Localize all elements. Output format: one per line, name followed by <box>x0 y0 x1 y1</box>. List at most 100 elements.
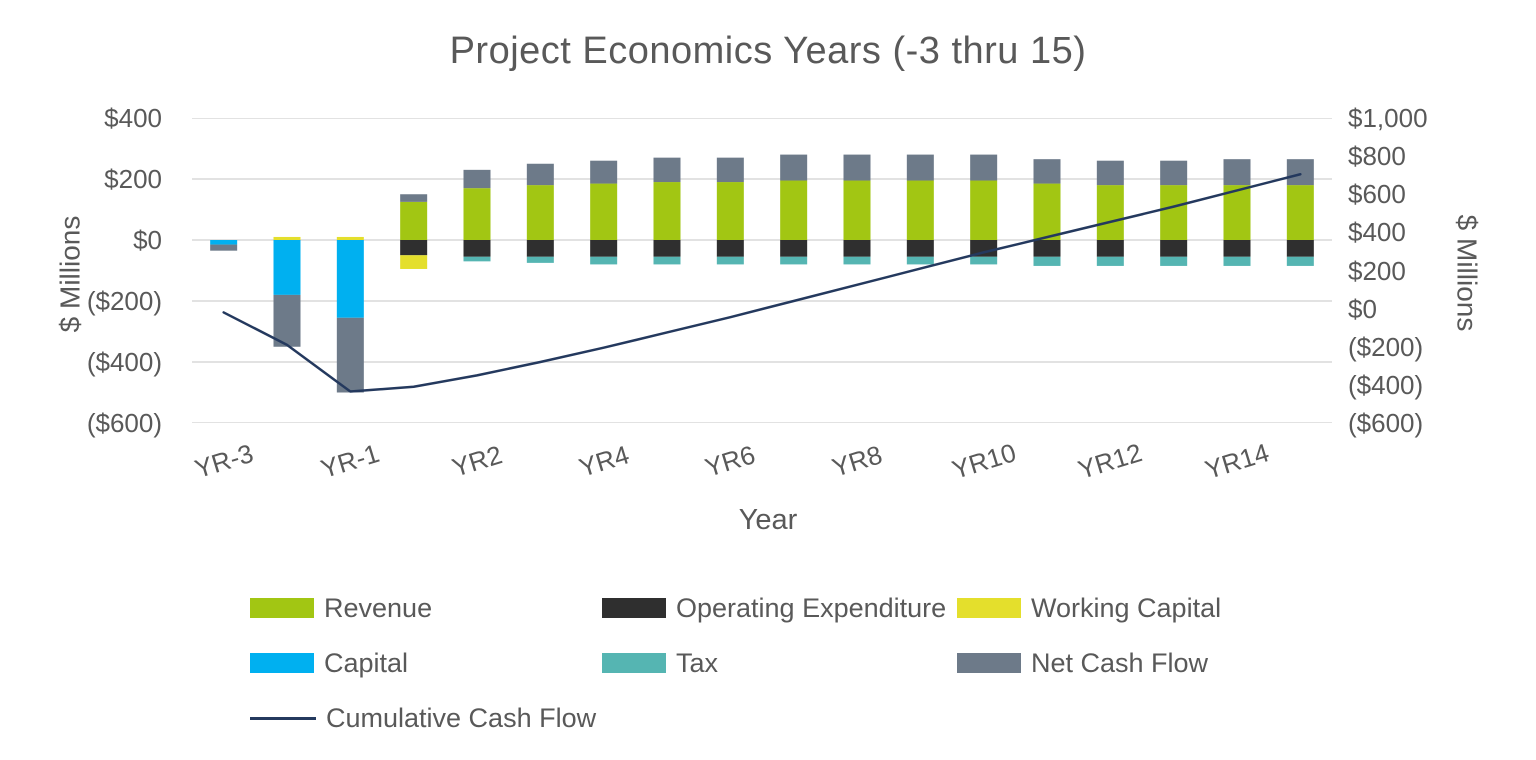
legend-swatch-revenue <box>250 598 314 618</box>
right-axis-tick: $800 <box>1348 141 1406 172</box>
legend-item-operating-expenditure: Operating Expenditure <box>602 592 946 624</box>
bar-segment-revenue <box>526 185 554 240</box>
bar-segment-tax <box>1033 256 1061 266</box>
x-axis-tick: YR14 <box>1201 437 1273 485</box>
legend-label: Working Capital <box>1031 592 1222 623</box>
bar-segment-operating-expenditure <box>780 240 808 257</box>
legend-label: Net Cash Flow <box>1031 647 1209 678</box>
legend-label: Capital <box>324 647 409 678</box>
legend-swatch-capital <box>250 653 314 673</box>
left-axis-tick: ($200) <box>86 286 162 316</box>
bar-segment-tax <box>653 256 681 265</box>
bar-segment-net-cash-flow <box>1223 159 1251 186</box>
bar-segment-net-cash-flow <box>653 157 681 183</box>
left-axis-tick: $400 <box>104 103 162 133</box>
chart-title: Project Economics Years (-3 thru 15) <box>449 30 1087 72</box>
bar-segment-operating-expenditure <box>400 240 428 256</box>
legend-item-working-capital: Working Capital <box>957 592 1221 624</box>
bar-segment-net-cash-flow <box>970 154 998 181</box>
bar-segment-revenue <box>400 201 428 240</box>
right-axis-tick: ($600) <box>1348 408 1424 438</box>
legend-item-tax: Tax <box>602 647 718 679</box>
legend-label: Operating Expenditure <box>676 592 947 623</box>
bar-segment-tax <box>906 256 934 265</box>
bar-segment-tax <box>526 256 554 263</box>
bar-segment-tax <box>1223 256 1251 266</box>
bar-segment-tax <box>780 256 808 265</box>
bar-segment-tax <box>843 256 871 265</box>
bar-segment-net-cash-flow <box>1286 159 1314 186</box>
right-axis-tick: $200 <box>1348 255 1406 286</box>
right-axis-tick: $400 <box>1348 217 1406 248</box>
bar-segment-net-cash-flow <box>526 163 554 186</box>
right-axis-tick: ($400) <box>1348 369 1424 400</box>
bar-segment-net-cash-flow <box>1033 159 1061 184</box>
bar-segment-tax <box>590 256 618 265</box>
bar-segment-operating-expenditure <box>1096 240 1124 257</box>
bar-segment-operating-expenditure <box>1223 240 1251 257</box>
bar-segment-revenue <box>1033 183 1061 240</box>
bar-segment-capital <box>273 240 301 295</box>
bar-segment-tax <box>463 256 491 262</box>
bar-segment-net-cash-flow <box>590 160 618 184</box>
legend-label: Revenue <box>324 592 433 623</box>
right-axis-tick: $0 <box>1348 293 1377 324</box>
bar-segment-net-cash-flow <box>1160 160 1188 186</box>
bar-segment-revenue <box>906 180 934 240</box>
x-axis-title: Year <box>738 504 798 536</box>
bar-segment-working-capital <box>400 255 428 269</box>
right-axis-tick: $600 <box>1348 179 1406 210</box>
bar-segment-revenue <box>780 180 808 240</box>
bar-segment-operating-expenditure <box>1286 240 1314 257</box>
bar-segment-operating-expenditure <box>970 240 998 257</box>
bar-segment-tax <box>1286 256 1314 266</box>
legend-swatch-net-cash-flow <box>957 653 1021 673</box>
bar-segment-tax <box>970 256 998 265</box>
bar-segment-revenue <box>653 182 681 240</box>
x-axis-tick: YR12 <box>1074 437 1146 485</box>
bar-segment-net-cash-flow <box>716 157 744 183</box>
legend-item-revenue: Revenue <box>250 592 432 624</box>
bar-segment-revenue <box>1096 185 1124 240</box>
x-axis-tick: YR8 <box>828 439 886 483</box>
bar-segment-revenue <box>716 182 744 240</box>
x-axis-tick: YR2 <box>448 439 506 483</box>
bar-segment-tax <box>1160 256 1188 266</box>
bar-segment-net-cash-flow <box>400 194 428 202</box>
bar-segment-revenue <box>463 188 491 240</box>
bar-segment-operating-expenditure <box>1033 240 1061 257</box>
x-axis-tick: YR-3 <box>190 437 257 485</box>
legend-item-net-cash-flow: Net Cash Flow <box>957 647 1208 679</box>
bar-segment-net-cash-flow <box>906 154 934 181</box>
left-axis-tick: ($600) <box>86 408 162 438</box>
legend-item-capital: Capital <box>250 647 408 679</box>
left-axis-tick: ($400) <box>86 347 162 377</box>
bar-segment-operating-expenditure <box>716 240 744 257</box>
bar-segment-net-cash-flow <box>1096 160 1124 186</box>
right-axis-tick: ($200) <box>1348 331 1424 362</box>
bar-segment-net-cash-flow <box>273 294 301 347</box>
left-axis-tick: $0 <box>133 225 162 255</box>
bar-segment-operating-expenditure <box>1160 240 1188 257</box>
cumulative-cash-flow-line <box>222 172 1302 393</box>
bar-segment-revenue <box>970 180 998 240</box>
legend-label: Tax <box>676 647 719 678</box>
bar-segment-revenue <box>1160 185 1188 240</box>
bar-segment-operating-expenditure <box>843 240 871 257</box>
bar-segment-revenue <box>590 183 618 240</box>
bar-segment-revenue <box>1223 185 1251 240</box>
bar-segment-working-capital <box>336 236 364 240</box>
bar-segment-operating-expenditure <box>526 240 554 257</box>
bar-segment-net-cash-flow <box>336 317 364 393</box>
bar-segment-net-cash-flow <box>463 169 491 189</box>
bar-segment-net-cash-flow <box>843 154 871 181</box>
left-axis-tick: $200 <box>104 164 162 194</box>
x-axis-tick: YR-1 <box>317 437 384 485</box>
legend-swatch-operating-expenditure <box>602 598 666 618</box>
bar-segment-tax <box>1096 256 1124 266</box>
x-axis-tick: YR4 <box>575 439 633 483</box>
bar-segment-operating-expenditure <box>463 240 491 257</box>
bar-segment-capital <box>210 240 238 245</box>
bar-segment-revenue <box>1286 185 1314 240</box>
bar-segment-tax <box>716 256 744 265</box>
